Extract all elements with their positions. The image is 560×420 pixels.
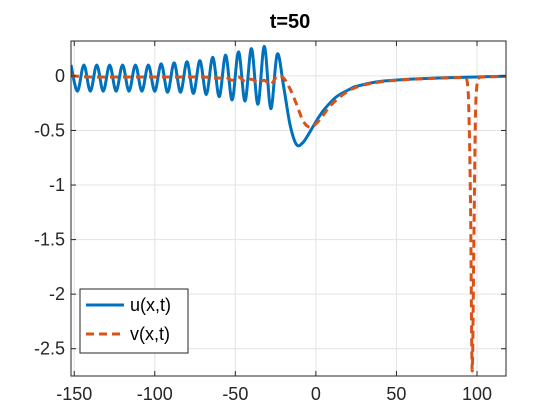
x-tick-label: -150: [56, 384, 92, 404]
legend-label-u: u(x,t): [130, 295, 171, 315]
y-tick-label: -1.5: [34, 230, 65, 250]
legend[interactable]: u(x,t) v(x,t): [79, 288, 189, 354]
x-tick-label: -100: [137, 384, 173, 404]
plot-area-border: [70, 40, 507, 377]
x-tick-label: 100: [462, 384, 492, 404]
series-layer: [71, 44, 506, 373]
y-tick-label: -1: [49, 175, 65, 195]
y-tick-label: 0: [55, 66, 65, 86]
x-tick-label: 0: [311, 384, 321, 404]
series-line-v: [71, 73, 506, 373]
grid-lines: [71, 41, 506, 376]
x-tick-label: -50: [222, 384, 248, 404]
y-tick-label: -2: [49, 284, 65, 304]
y-tick-label: -0.5: [34, 120, 65, 140]
y-tick-label: -2.5: [34, 339, 65, 359]
legend-box: [79, 288, 189, 354]
ticks-layer: -150 -100 -50 0 50 100 0 -0.5 -1 -1.5 -2 -2.5: [34, 41, 506, 404]
chart-title: t=50: [270, 11, 311, 33]
legend-label-v: v(x,t): [130, 324, 170, 344]
x-tick-label: 50: [386, 384, 406, 404]
